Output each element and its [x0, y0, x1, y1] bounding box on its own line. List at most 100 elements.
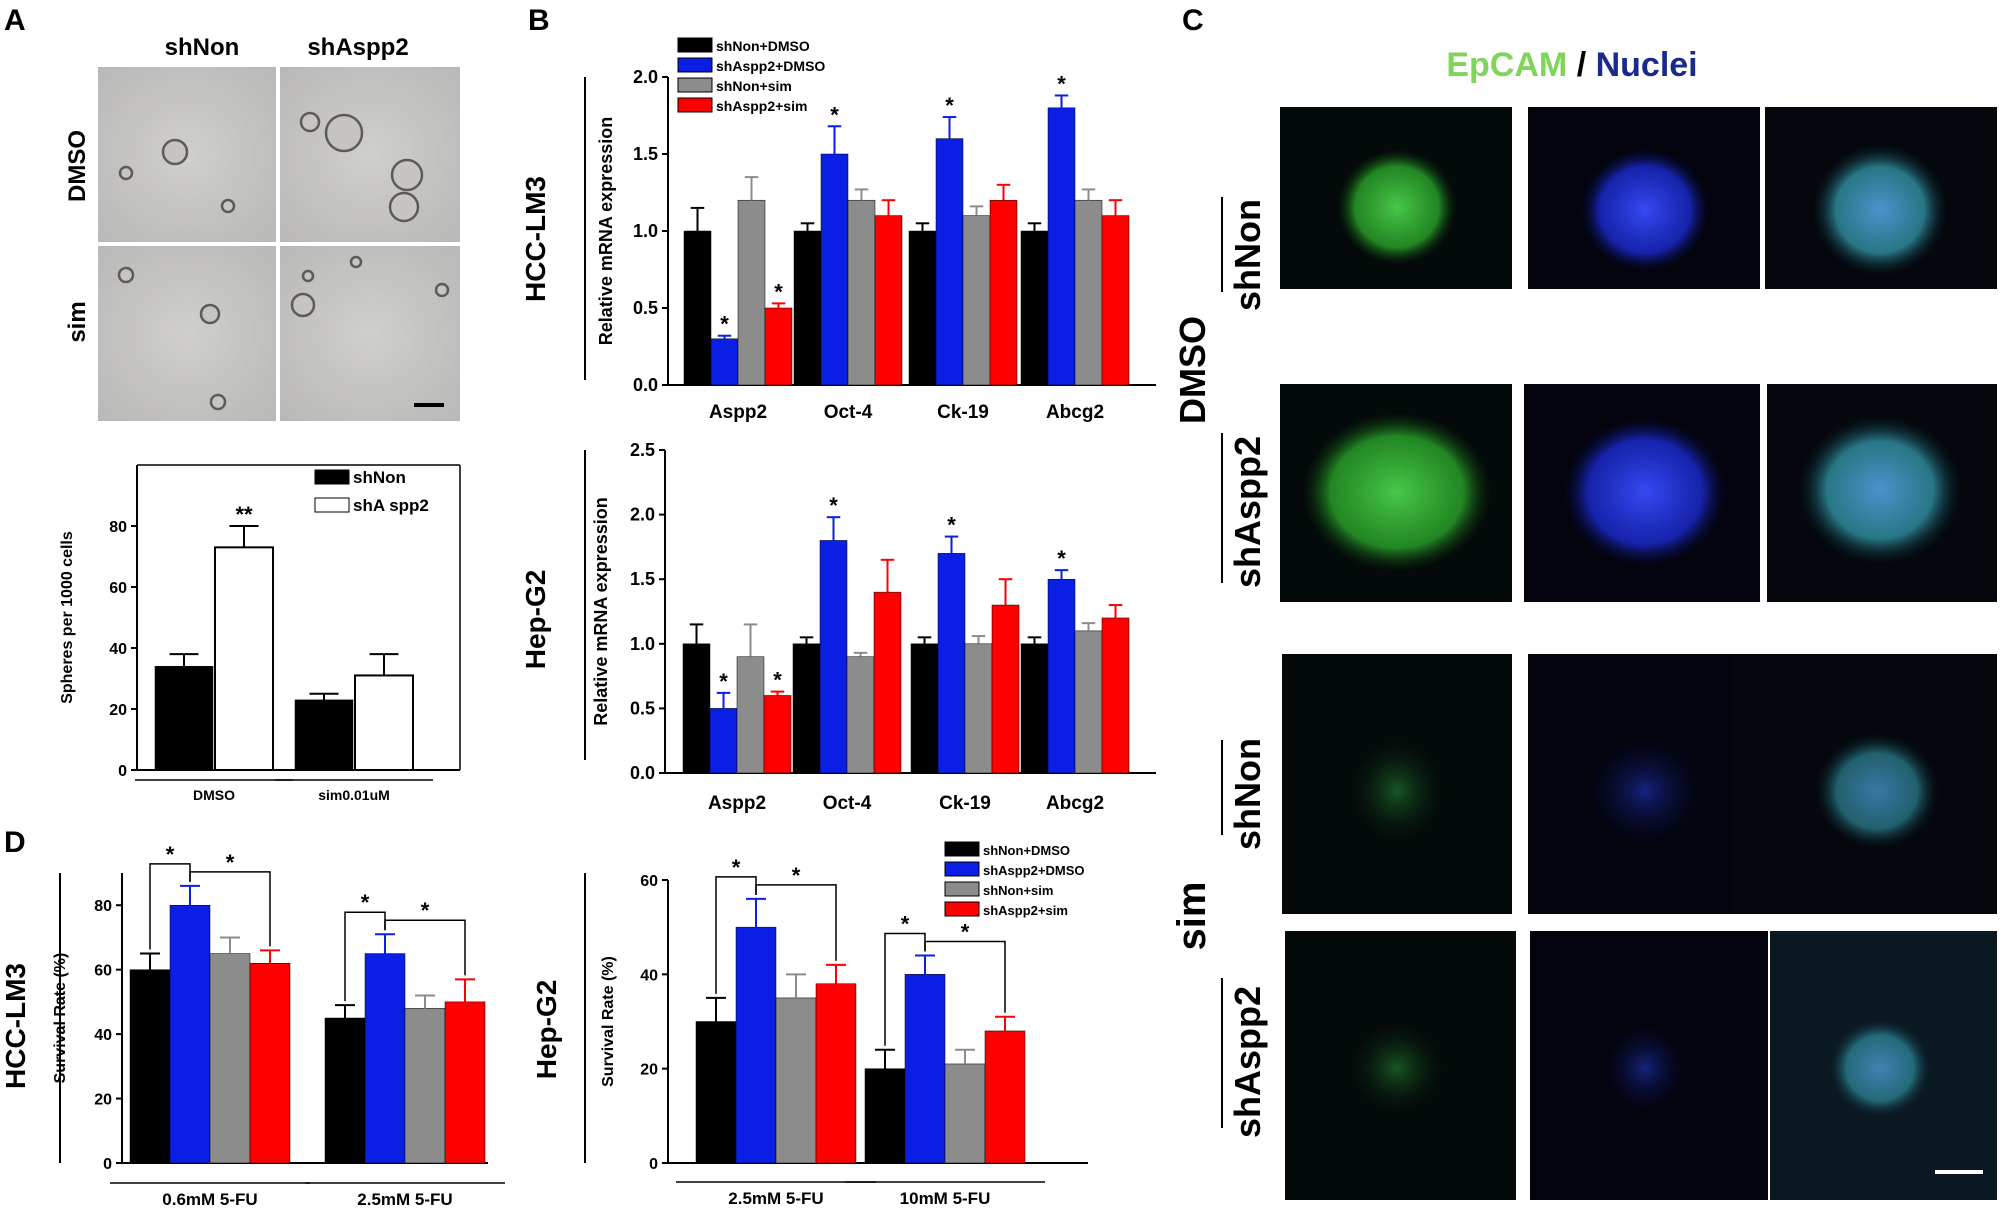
legend-label: shNon+DMSO — [716, 38, 810, 54]
y-axis-label: Relative mRNA expression — [591, 497, 611, 725]
legend-label: shAspp2+sim — [983, 903, 1068, 918]
x-tick-label: DMSO — [193, 787, 235, 803]
x-tick-label: Ck-19 — [937, 402, 989, 423]
significance-star: * — [166, 842, 175, 867]
bar-shaspp2-sim — [763, 695, 792, 774]
bar-shaspp2-sim — [984, 1030, 1026, 1164]
y-tick-label: 0.5 — [633, 298, 658, 318]
panel-letter-d: D — [4, 826, 26, 859]
y-tick-label: 20 — [94, 1092, 112, 1109]
x-tick-label: 10mM 5-FU — [900, 1189, 991, 1208]
bar-shnon-sim — [962, 215, 991, 386]
x-tick-label: sim0.01uM — [318, 787, 390, 803]
bar-shnon-sim — [404, 1008, 446, 1164]
title-epcam: EpCAM — [1446, 46, 1567, 84]
y-tick-label: 2.0 — [633, 67, 658, 87]
bar-shaspp2-dmso — [819, 540, 848, 774]
y-tick-label: 40 — [640, 967, 658, 984]
significance-star: * — [421, 898, 430, 923]
y-tick-label: 60 — [109, 580, 127, 597]
bar-shnon-dmso — [793, 230, 822, 386]
bar-shaspp2-dmso — [735, 926, 777, 1164]
bar-shnon-sim — [944, 1063, 986, 1164]
legend-label: shNon+sim — [716, 78, 792, 94]
significance-star: * — [774, 279, 783, 304]
significance-star: * — [1057, 546, 1066, 571]
x-tick-label: Aspp2 — [709, 402, 767, 423]
c-row-label-shnon-2: shNon — [1227, 738, 1268, 850]
bar-shnon-dmso — [1020, 230, 1049, 386]
title-slash: / — [1567, 46, 1595, 84]
panel-letter-c: C — [1182, 4, 1204, 37]
legend-swatch — [314, 469, 350, 485]
legend-swatch — [677, 77, 713, 93]
legend-swatch — [944, 881, 980, 897]
c-row-label-shnon-1: shNon — [1227, 199, 1268, 311]
micrograph-dmso-shaspp2 — [280, 67, 460, 242]
y-axis-label: Survival Rate (%) — [600, 956, 617, 1087]
bar-shaspp2-dmso — [169, 904, 211, 1164]
y-tick-label: 60 — [94, 963, 112, 980]
row-label: HCC-LM3 — [520, 176, 551, 302]
chart-hep-g2-mrna: 0.0 0.5 1.0 1.5 2.0 2.5 Relative mRNA expressi… — [520, 440, 1156, 814]
y-tick-label: 40 — [94, 1027, 112, 1044]
panel-c-fluorescence: EpCAM / Nuclei shNon — [1170, 46, 1997, 1200]
x-tick-label: Aspp2 — [708, 793, 766, 814]
x-tick-label: Oct-4 — [823, 793, 872, 814]
significance-star: * — [792, 863, 801, 888]
bar-shaspp2-sim — [1101, 617, 1130, 774]
significance-star: * — [720, 312, 729, 337]
x-tick-label: Ck-19 — [939, 793, 991, 814]
row-label-dmso: DMSO — [64, 130, 91, 202]
bar-shnon-dmso — [324, 1017, 366, 1164]
bar-shaspp2-sim — [991, 604, 1020, 774]
bar-shaspp2-dmso — [1047, 578, 1076, 774]
y-tick-label: 1.0 — [630, 634, 655, 654]
significance-star: * — [773, 668, 782, 693]
significance-bracket — [924, 940, 1006, 1013]
row-label: Hep-G2 — [520, 570, 551, 670]
legend-label: shNon+sim — [983, 883, 1053, 898]
y-tick-label: 0.5 — [630, 698, 655, 718]
legend-swatch — [677, 57, 713, 73]
panel-a-micrographs: shNon shAspp2 DMSO sim — [64, 34, 460, 421]
row-label: Hep-G2 — [531, 980, 562, 1080]
significance-star: * — [947, 513, 956, 538]
bar-shnon-dmso — [1020, 643, 1049, 774]
bar-shnon-dmso — [682, 643, 711, 774]
x-tick-label: 2.5mM 5-FU — [728, 1189, 823, 1208]
chart-spheres: 0 20 40 60 80 Spheres per 1000 cells DMSO sim0.… — [59, 464, 461, 803]
bar-sha-spp2 — [354, 674, 414, 772]
y-tick-label: 40 — [109, 641, 127, 658]
y-axis-label: Spheres per 1000 cells — [59, 531, 76, 704]
y-tick-label: 2.5 — [630, 440, 655, 460]
legend-label: shNon — [353, 468, 406, 487]
bar-shnon-dmso — [910, 643, 939, 774]
panel-letter-a: A — [4, 4, 26, 37]
bar-shnon-sim — [1074, 630, 1103, 774]
bar-shaspp2-dmso — [709, 708, 738, 774]
legend-swatch — [944, 901, 980, 917]
c-group-label-sim: sim — [1170, 882, 1214, 951]
y-tick-label: 60 — [640, 873, 658, 890]
bar-shnon — [294, 699, 354, 771]
bar-shnon-dmso — [129, 969, 171, 1164]
bar-shaspp2-dmso — [937, 553, 966, 774]
bar-shaspp2-sim — [873, 591, 902, 774]
bar-shnon-sim — [964, 643, 993, 774]
significance-star: * — [961, 919, 970, 944]
chart-hep-g2-survival: 0 20 40 60 Survival Rate (%) Hep-G2 2.5mM 5-FU… — [531, 841, 1088, 1208]
title-nuclei: Nuclei — [1596, 46, 1698, 84]
legend-swatch — [944, 861, 980, 877]
y-tick-label: 1.5 — [633, 144, 658, 164]
y-tick-label: 0.0 — [630, 763, 655, 783]
bar-shnon-dmso — [864, 1068, 906, 1164]
bar-shnon-sim — [775, 997, 817, 1164]
legend-swatch — [944, 841, 980, 857]
legend-label: shNon+DMSO — [983, 843, 1070, 858]
bar-shnon-sim — [736, 656, 765, 774]
bar-shnon-dmso — [792, 643, 821, 774]
chart-hcc-lm3-mrna: 0.0 0.5 1.0 1.5 2.0 Relative mRNA expression H… — [520, 37, 1156, 423]
